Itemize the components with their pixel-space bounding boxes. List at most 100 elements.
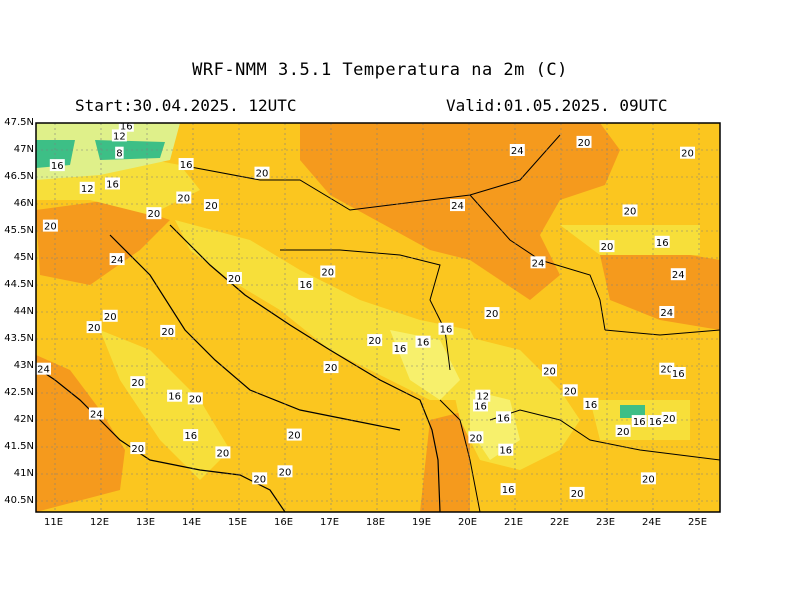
contour-label-text: 20: [161, 327, 174, 338]
contour-label: 16: [105, 177, 120, 190]
contour-label-text: 16: [299, 280, 312, 291]
contour-label: 20: [187, 392, 203, 405]
contour-label: 24: [670, 268, 686, 281]
border-bulgaria: [604, 329, 720, 336]
contour-label: 16: [647, 415, 663, 428]
contour-label: 16: [415, 335, 431, 349]
lon-label: 18E: [366, 517, 386, 528]
contour-label: 20: [323, 361, 339, 374]
contour-label-text: 16: [502, 485, 515, 496]
contour-label: 16: [298, 277, 314, 291]
contour-label: 24: [36, 362, 51, 376]
contour-label: 20: [277, 465, 293, 478]
contour-label: 20: [42, 219, 58, 233]
contour-label-text: 16: [440, 325, 453, 336]
contour-label-text: 16: [499, 446, 512, 457]
contour-label: 16: [583, 397, 599, 411]
contour-label: 20: [252, 472, 268, 485]
contour-label: 12: [475, 389, 491, 403]
contour-label-text: 12: [81, 184, 94, 195]
contour-label: 12: [111, 129, 127, 142]
contour-label: 20: [622, 204, 638, 217]
contour-label: 20: [226, 271, 242, 285]
contour-label-text: 16: [649, 417, 662, 428]
contour-label: 20: [615, 424, 631, 438]
contour-label-text: 20: [44, 222, 57, 233]
contour-label: 20: [176, 191, 192, 205]
contour-label-text: 20: [321, 268, 334, 279]
contour-label: 20: [659, 362, 675, 376]
contour-label: 24: [450, 199, 465, 212]
lon-label: 13E: [136, 517, 156, 528]
contour-label-text: 20: [148, 209, 161, 220]
cool-zone-apennines: [100, 330, 230, 480]
contour-label: 20: [160, 324, 176, 338]
contour-label: 16: [49, 159, 65, 172]
lon-label: 19E: [412, 517, 432, 528]
warm-zone-pannonia: [300, 123, 620, 300]
border-serbia-romania: [469, 194, 606, 331]
contour-label-text: 20: [288, 431, 301, 442]
contour-label-text: 24: [511, 146, 524, 157]
lat-label: 41N: [13, 468, 34, 479]
contour-label-text: 20: [486, 309, 499, 320]
contour-label: 16: [496, 411, 511, 424]
contour-label: 20: [254, 166, 270, 180]
lat-label: 43.5N: [4, 333, 34, 344]
contour-label: 20: [569, 486, 585, 500]
contour-label-text: 20: [217, 448, 230, 459]
lon-label: 16E: [274, 517, 294, 528]
contour-label-text: 20: [131, 444, 144, 455]
contour-label-text: 20: [470, 433, 483, 444]
contour-label-text: 16: [51, 161, 64, 172]
contour-label: 20: [468, 431, 484, 444]
contour-label-text: 24: [37, 365, 50, 376]
contour-label-text: 24: [451, 201, 464, 212]
contour-label: 16: [473, 399, 488, 412]
warm-zone-romania-east: [600, 250, 720, 330]
lon-label: 24E: [642, 517, 662, 528]
contour-label-text: 20: [279, 467, 292, 478]
contour-label-text: 16: [168, 392, 181, 403]
warm-zone-tyrrhenian: [36, 355, 125, 512]
contour-label-text: 16: [633, 417, 646, 428]
dalmatian-coast: [169, 224, 441, 512]
contour-label: 20: [562, 384, 578, 397]
contour-label-text: 12: [113, 131, 126, 142]
contour-label-text: 20: [543, 366, 556, 377]
border-austria-hungary: [179, 134, 561, 211]
contour-label-text: 16: [656, 238, 669, 249]
cold-zone-alps-peak2: [95, 140, 165, 160]
lat-label: 40.5N: [4, 495, 34, 506]
contour-label-text: 16: [106, 179, 119, 190]
warm-zone-po-valley: [36, 200, 170, 285]
contour-label: 20: [542, 364, 557, 377]
valid-time: Valid:01.05.2025. 09UTC: [446, 96, 668, 115]
contour-label-text: 20: [88, 323, 101, 334]
contour-label-text: 20: [578, 138, 591, 149]
lon-label: 25E: [688, 517, 708, 528]
contour-label: 20: [130, 376, 146, 389]
lat-label: 47N: [13, 144, 34, 155]
contour-label: 16: [654, 235, 670, 249]
contour-label: 20: [215, 446, 231, 459]
contour-label: 24: [109, 253, 125, 266]
contour-label: 20: [599, 240, 615, 253]
contour-label: 24: [530, 256, 546, 269]
lon-label: 23E: [596, 517, 616, 528]
lon-label: 20E: [458, 517, 478, 528]
cold-zone-rila-peak: [620, 405, 645, 418]
contour-label-text: 20: [256, 169, 269, 180]
contour-label-text: 20: [325, 363, 338, 374]
contour-label: 16: [631, 415, 647, 428]
contour-label: 16: [438, 322, 454, 336]
contour-label-text: 16: [120, 122, 133, 133]
contour-label: 16: [178, 158, 194, 171]
contour-label-text: 16: [585, 400, 598, 411]
contour-label: 20: [367, 334, 383, 347]
map-frame: [35, 122, 721, 513]
border-macedonia-greece: [489, 409, 720, 461]
lat-label: 43N: [13, 360, 34, 371]
contour-label: 12: [79, 181, 95, 195]
